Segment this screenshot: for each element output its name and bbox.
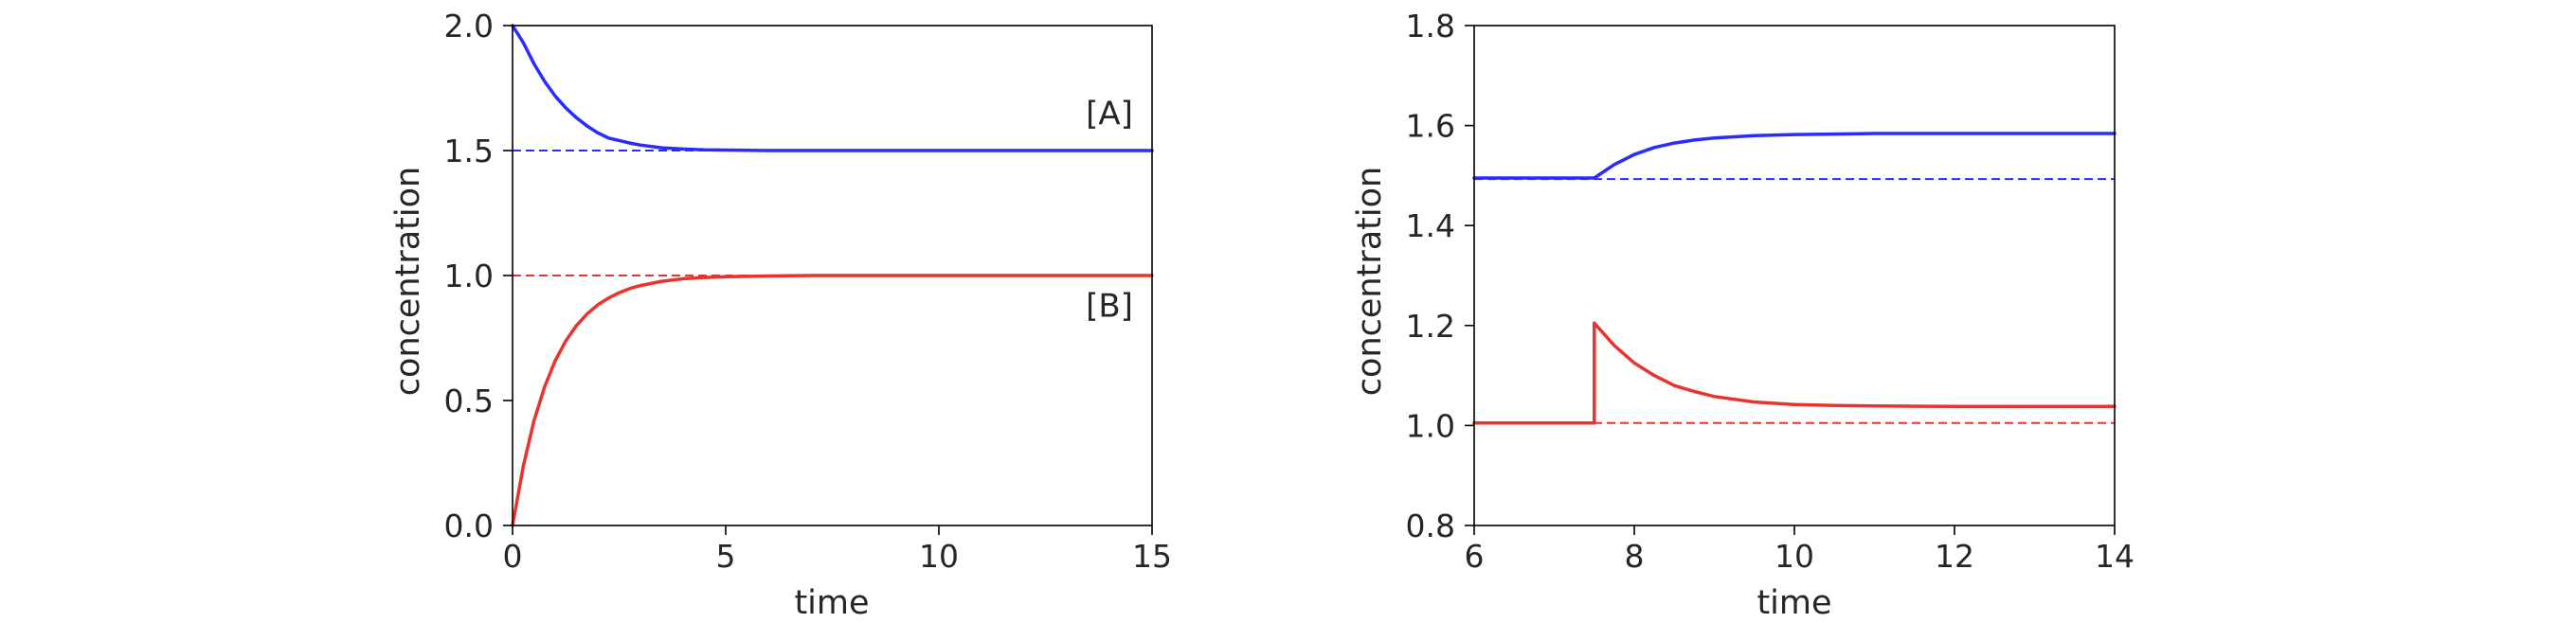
right-y-tick-label: 1.0 xyxy=(1406,407,1455,444)
right-x-axis-label: time xyxy=(1756,584,1831,622)
right-y-tick-label: 0.8 xyxy=(1406,507,1455,544)
right-x-tick-label: 14 xyxy=(2095,538,2135,575)
left-annotation-b: [B] xyxy=(1086,288,1133,326)
right-y-tick-label: 1.4 xyxy=(1406,207,1455,244)
left-annotation-a: [A] xyxy=(1086,95,1133,133)
right-y-axis-label: concentration xyxy=(1351,167,1389,396)
right-x-tick-label: 8 xyxy=(1625,538,1645,575)
left-series-line-1 xyxy=(511,24,1154,152)
left-x-tick-label: 5 xyxy=(716,538,736,575)
left-y-axis-label: concentration xyxy=(389,167,427,396)
right-series-line-2 xyxy=(1472,321,2117,425)
right-x-tick-label: 12 xyxy=(1935,538,1974,575)
right-y-tick-label: 1.8 xyxy=(1406,8,1455,44)
left-y-tick-label: 1.0 xyxy=(444,258,494,294)
left-x-axis-label: time xyxy=(794,584,869,622)
left-x-tick-label: 10 xyxy=(919,538,959,575)
left-x-tick-label: 15 xyxy=(1132,538,1172,575)
left-y-tick-label: 1.5 xyxy=(444,133,494,169)
left-chart: time concentration 0 5 10 15 0.0 0.5 1.0 1.5 2.0… xyxy=(389,8,1172,622)
left-x-tick-label: 0 xyxy=(503,538,523,575)
right-x-tick-label: 6 xyxy=(1465,538,1485,575)
right-y-tick-label: 1.6 xyxy=(1406,108,1455,145)
right-y-tick-label: 1.2 xyxy=(1406,308,1455,345)
right-chart: time concentration 6 8 10 12 14 0.8 1.0 1.2 1.4 1… xyxy=(1351,8,2135,622)
left-y-tick-label: 0.0 xyxy=(444,507,494,544)
left-y-tick-label: 2.0 xyxy=(444,8,494,44)
right-plot-frame xyxy=(1473,25,2116,526)
right-x-tick-label: 10 xyxy=(1774,538,1814,575)
left-series-line-2 xyxy=(511,274,1154,527)
left-y-tick-label: 0.5 xyxy=(444,383,494,419)
right-series-line-1 xyxy=(1472,132,2117,180)
